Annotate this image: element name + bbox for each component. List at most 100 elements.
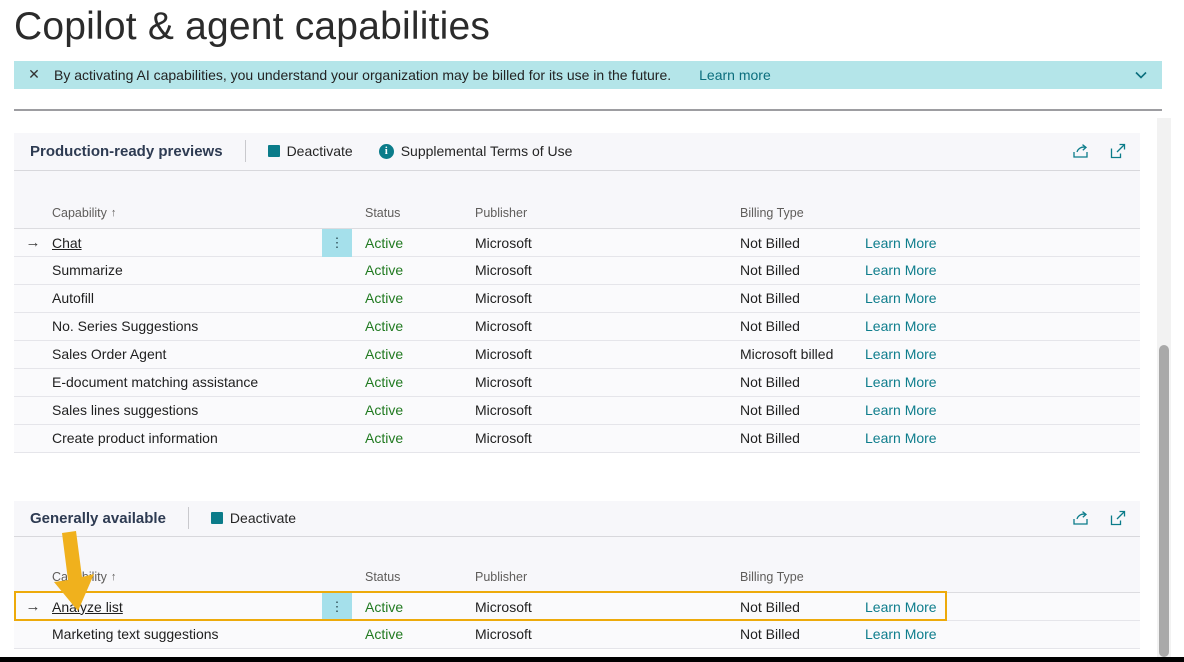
column-header-billing-type[interactable]: Billing Type: [740, 570, 804, 585]
capability-link[interactable]: Sales lines suggestions: [52, 402, 199, 419]
open-in-new-window-icon[interactable]: [1110, 510, 1126, 526]
table-row[interactable]: → Sales Order Agent ⋮ Active Microsoft M…: [14, 340, 1140, 369]
publisher-value: Microsoft: [475, 234, 532, 251]
table-row[interactable]: → Autofill ⋮ Active Microsoft Not Billed…: [14, 284, 1140, 313]
learn-more-link[interactable]: Learn More: [865, 402, 937, 419]
share-icon[interactable]: [1072, 510, 1090, 526]
vertical-scrollbar-thumb[interactable]: [1159, 345, 1169, 657]
status-value: Active: [365, 626, 404, 643]
column-header-capability[interactable]: Capability ↑: [52, 206, 117, 221]
row-menu-icon[interactable]: ⋮: [322, 228, 352, 257]
sort-ascending-icon: ↑: [110, 571, 117, 584]
billing-type-value: Not Billed: [740, 626, 800, 643]
column-header-status[interactable]: Status: [365, 570, 401, 585]
banner-text: By activating AI capabilities, you under…: [54, 66, 672, 83]
status-value: Active: [365, 234, 404, 251]
table-row[interactable]: → Summarize ⋮ Active Microsoft Not Bille…: [14, 256, 1140, 285]
status-value: Active: [365, 598, 404, 615]
table-row[interactable]: → No. Series Suggestions ⋮ Active Micros…: [14, 312, 1140, 341]
billing-type-value: Not Billed: [740, 234, 800, 251]
billing-type-value: Not Billed: [740, 598, 800, 615]
publisher-value: Microsoft: [475, 318, 532, 335]
table-row[interactable]: → Sales lines suggestions ⋮ Active Micro…: [14, 396, 1140, 425]
learn-more-link[interactable]: Learn More: [865, 318, 937, 335]
sort-ascending-icon: ↑: [110, 207, 117, 220]
publisher-value: Microsoft: [475, 402, 532, 419]
learn-more-link[interactable]: Learn More: [865, 262, 937, 279]
capability-link[interactable]: Sales Order Agent: [52, 346, 167, 363]
capability-link[interactable]: Marketing text suggestions: [52, 626, 219, 643]
table-body: → Analyze list ⋮ Active Microsoft Not Bi…: [14, 590, 1140, 649]
column-header-capability[interactable]: Capability ↑: [52, 570, 117, 585]
section-production-ready-previews: Production-ready previews Deactivate i S…: [14, 132, 1140, 453]
billing-type-value: Not Billed: [740, 374, 800, 391]
share-icon[interactable]: [1072, 143, 1090, 159]
table-body: → Chat ⋮ Active Microsoft Not Billed Lea…: [14, 228, 1140, 453]
table-row[interactable]: → Marketing text suggestions ⋮ Active Mi…: [14, 620, 1140, 649]
capability-link[interactable]: Create product information: [52, 430, 218, 447]
publisher-value: Microsoft: [475, 374, 532, 391]
deactivate-button[interactable]: Deactivate: [267, 143, 353, 159]
divider: [244, 140, 246, 163]
billing-type-value: Microsoft billed: [740, 346, 834, 363]
table-column-headers: Capability ↑ Status Publisher Billing Ty…: [14, 199, 1140, 229]
divider: [187, 507, 189, 530]
chevron-down-icon[interactable]: [1134, 68, 1148, 82]
status-value: Active: [365, 402, 404, 419]
billing-type-value: Not Billed: [740, 430, 800, 447]
publisher-value: Microsoft: [475, 290, 532, 307]
column-header-billing-type[interactable]: Billing Type: [740, 206, 804, 221]
publisher-value: Microsoft: [475, 346, 532, 363]
publisher-value: Microsoft: [475, 626, 532, 643]
learn-more-link[interactable]: Learn More: [865, 374, 937, 391]
status-value: Active: [365, 374, 404, 391]
deactivate-square-icon: [210, 512, 223, 525]
table-row[interactable]: → Chat ⋮ Active Microsoft Not Billed Lea…: [14, 228, 1140, 257]
status-value: Active: [365, 318, 404, 335]
section-header: Production-ready previews Deactivate i S…: [14, 133, 1140, 171]
open-in-new-window-icon[interactable]: [1110, 143, 1126, 159]
banner-learn-more-link[interactable]: Learn more: [699, 66, 771, 83]
learn-more-link[interactable]: Learn More: [865, 598, 937, 615]
bottom-edge-bar: [0, 657, 1184, 662]
capability-link[interactable]: E-document matching assistance: [52, 374, 259, 391]
column-header-publisher[interactable]: Publisher: [475, 570, 528, 585]
row-menu-icon[interactable]: ⋮: [322, 592, 352, 621]
column-header-publisher[interactable]: Publisher: [475, 206, 528, 221]
section-generally-available: Generally available Deactivate Capabilit…: [14, 500, 1140, 649]
deactivate-button[interactable]: Deactivate: [210, 510, 296, 526]
close-icon[interactable]: ✕: [28, 66, 40, 83]
section-title: Production-ready previews: [30, 142, 223, 160]
learn-more-link[interactable]: Learn More: [865, 430, 937, 447]
divider: [14, 108, 1162, 111]
table-row[interactable]: → Analyze list ⋮ Active Microsoft Not Bi…: [14, 590, 1140, 621]
capability-link[interactable]: Autofill: [52, 290, 95, 307]
capability-link[interactable]: Summarize: [52, 262, 123, 279]
learn-more-link[interactable]: Learn More: [865, 346, 937, 363]
learn-more-link[interactable]: Learn More: [865, 290, 937, 307]
vertical-scrollbar-track[interactable]: [1157, 118, 1171, 662]
column-header-status[interactable]: Status: [365, 206, 401, 221]
billing-type-value: Not Billed: [740, 262, 800, 279]
selected-row-arrow-icon: →: [25, 234, 41, 252]
info-icon: i: [378, 143, 394, 159]
capability-link[interactable]: No. Series Suggestions: [52, 318, 199, 335]
table-row[interactable]: → E-document matching assistance ⋮ Activ…: [14, 368, 1140, 397]
learn-more-link[interactable]: Learn More: [865, 234, 937, 251]
status-value: Active: [365, 430, 404, 447]
capability-link[interactable]: Chat: [52, 234, 82, 251]
learn-more-link[interactable]: Learn More: [865, 626, 937, 643]
capability-link[interactable]: Analyze list: [52, 598, 123, 615]
status-value: Active: [365, 262, 404, 279]
status-value: Active: [365, 346, 404, 363]
publisher-value: Microsoft: [475, 598, 532, 615]
publisher-value: Microsoft: [475, 430, 532, 447]
supplemental-terms-link[interactable]: i Supplemental Terms of Use: [378, 143, 572, 159]
billing-type-value: Not Billed: [740, 402, 800, 419]
status-value: Active: [365, 290, 404, 307]
section-title: Generally available: [30, 509, 166, 527]
section-header: Generally available Deactivate: [14, 501, 1140, 537]
table-row[interactable]: → Create product information ⋮ Active Mi…: [14, 424, 1140, 453]
ai-billing-notification-banner: ✕ By activating AI capabilities, you und…: [14, 60, 1162, 89]
